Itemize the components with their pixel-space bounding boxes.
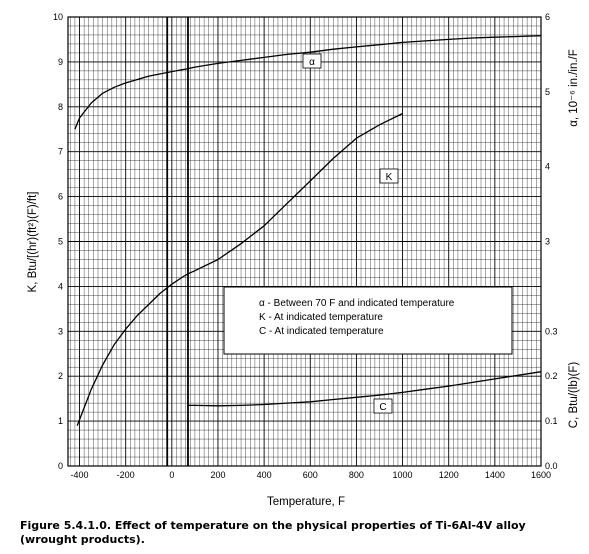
alpha-tick-label: 3	[545, 237, 550, 247]
y-tick-label-left: 1	[58, 416, 63, 426]
legend-entry-alpha: α - Between 70 F and indicated temperatu…	[259, 298, 455, 309]
y-axis-title-c: C, Btu/(lb)(F)	[568, 362, 580, 429]
x-tick-label: 600	[303, 470, 318, 480]
alpha-tick-label: 5	[545, 87, 550, 97]
c-label-box	[373, 398, 393, 414]
tick-labels: -400 -200 0 200 400 600 800 1000 1200 1400 1600 0 1 2…	[53, 12, 558, 480]
grid	[68, 16, 542, 467]
reference-lines	[166, 17, 189, 466]
plot-frame	[67, 16, 542, 467]
c-tick-label: 0.1	[545, 416, 558, 426]
c-tick-label: 0.2	[545, 371, 558, 381]
y-axis-title-alpha: α, 10⁻⁶ in./in./F	[568, 49, 580, 127]
x-tick-label: 1600	[531, 470, 551, 480]
x-tick-label: 1400	[485, 470, 505, 480]
y-tick-label-left: 10	[53, 12, 63, 22]
c-tick-label: 0.3	[545, 326, 558, 336]
legend-box	[223, 286, 513, 355]
x-tick-label: 0	[169, 470, 174, 480]
alpha-curve-label: α	[309, 57, 315, 68]
k-curve-label: K	[386, 172, 393, 183]
y-tick-label-left: 8	[58, 102, 63, 112]
alpha-tick-label: 4	[545, 162, 550, 172]
alpha-curve	[74, 35, 542, 130]
y-tick-label-left: 5	[58, 237, 63, 247]
c-curve	[188, 371, 542, 407]
x-tick-label: 800	[349, 470, 364, 480]
y-tick-label-left: 6	[58, 192, 63, 202]
alpha-label-box	[302, 53, 322, 69]
alpha-tick-label: 6	[545, 12, 550, 22]
x-tick-label: 1000	[393, 470, 413, 480]
c-tick-label: 0.0	[545, 461, 558, 471]
x-tick-label: 1200	[439, 470, 459, 480]
legend-entry-k: K - At indicated temperature	[259, 312, 383, 323]
y-tick-label-left: 4	[58, 281, 63, 291]
y-tick-label-left: 9	[58, 57, 63, 67]
c-curve-label: C	[379, 402, 386, 413]
curves	[74, 35, 542, 426]
k-curve	[76, 112, 403, 426]
figure-caption: Figure 5.4.1.0. Effect of temperature on…	[20, 519, 526, 546]
x-axis-title: Temperature, F	[267, 496, 345, 508]
curve-labels: α K C	[302, 53, 399, 414]
x-tick-label: -200	[117, 470, 135, 480]
x-tick-label: 200	[210, 470, 225, 480]
x-tick-label: -400	[71, 470, 89, 480]
k-label-box	[379, 168, 399, 184]
y-tick-label-left: 7	[58, 147, 63, 157]
y-tick-label-left: 2	[58, 371, 63, 381]
y-tick-label-left: 3	[58, 326, 63, 336]
y-axis-title-left: K, Btu/[(hr)(ft²)(F)/ft]	[27, 192, 39, 293]
legend-entry-c: C - At indicated temperature	[259, 326, 384, 337]
x-tick-label: 400	[257, 470, 272, 480]
legend: α - Between 70 F and indicated temperatu…	[223, 286, 513, 355]
y-tick-label-left: 0	[58, 461, 63, 471]
